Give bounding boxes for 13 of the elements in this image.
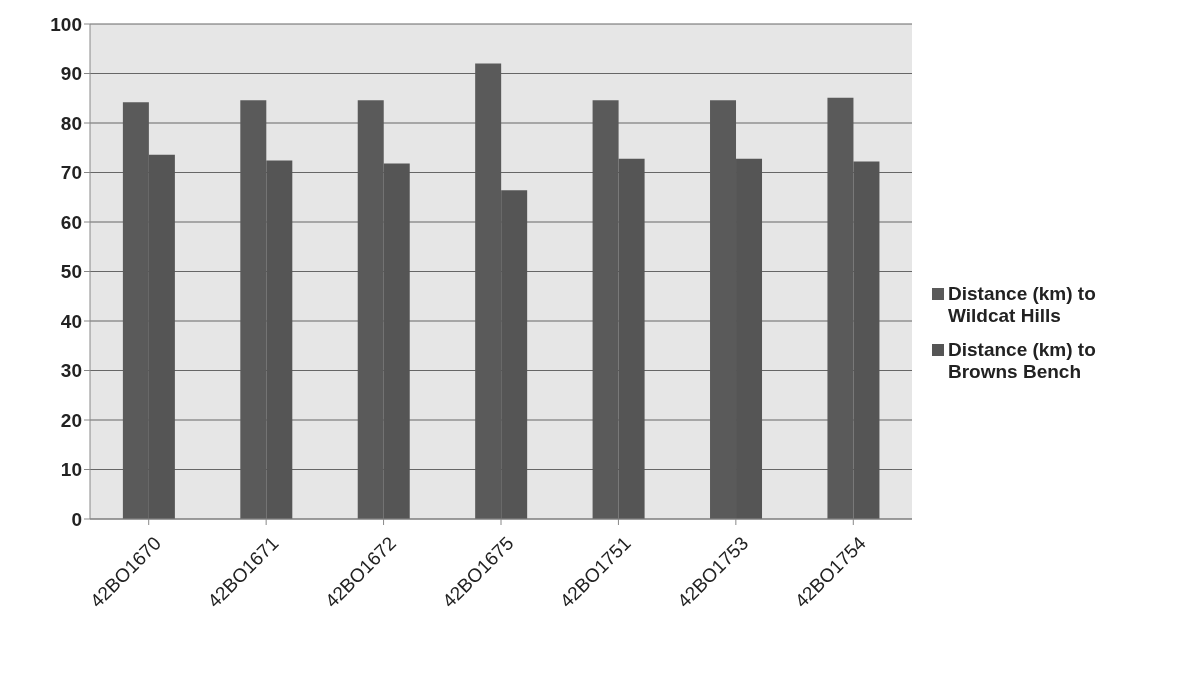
y-tick-label: 50: [60, 261, 82, 283]
y-tick-label: 80: [60, 112, 82, 134]
y-tick-label: 0: [71, 508, 82, 530]
y-tick-label: 30: [60, 360, 82, 382]
y-tick-label: 90: [60, 63, 82, 85]
y-tick-label: 40: [60, 310, 82, 332]
y-tick-label: 20: [60, 409, 82, 431]
legend-label: Distance (km) to Browns Bench: [948, 338, 1097, 383]
y-tick-label: 60: [60, 211, 82, 233]
y-tick-label: 100: [50, 13, 82, 35]
y-tick-label: 70: [60, 162, 82, 184]
legend-label: Distance (km) to Wildcat Hills: [948, 282, 1097, 327]
y-tick-label: 10: [60, 459, 82, 481]
